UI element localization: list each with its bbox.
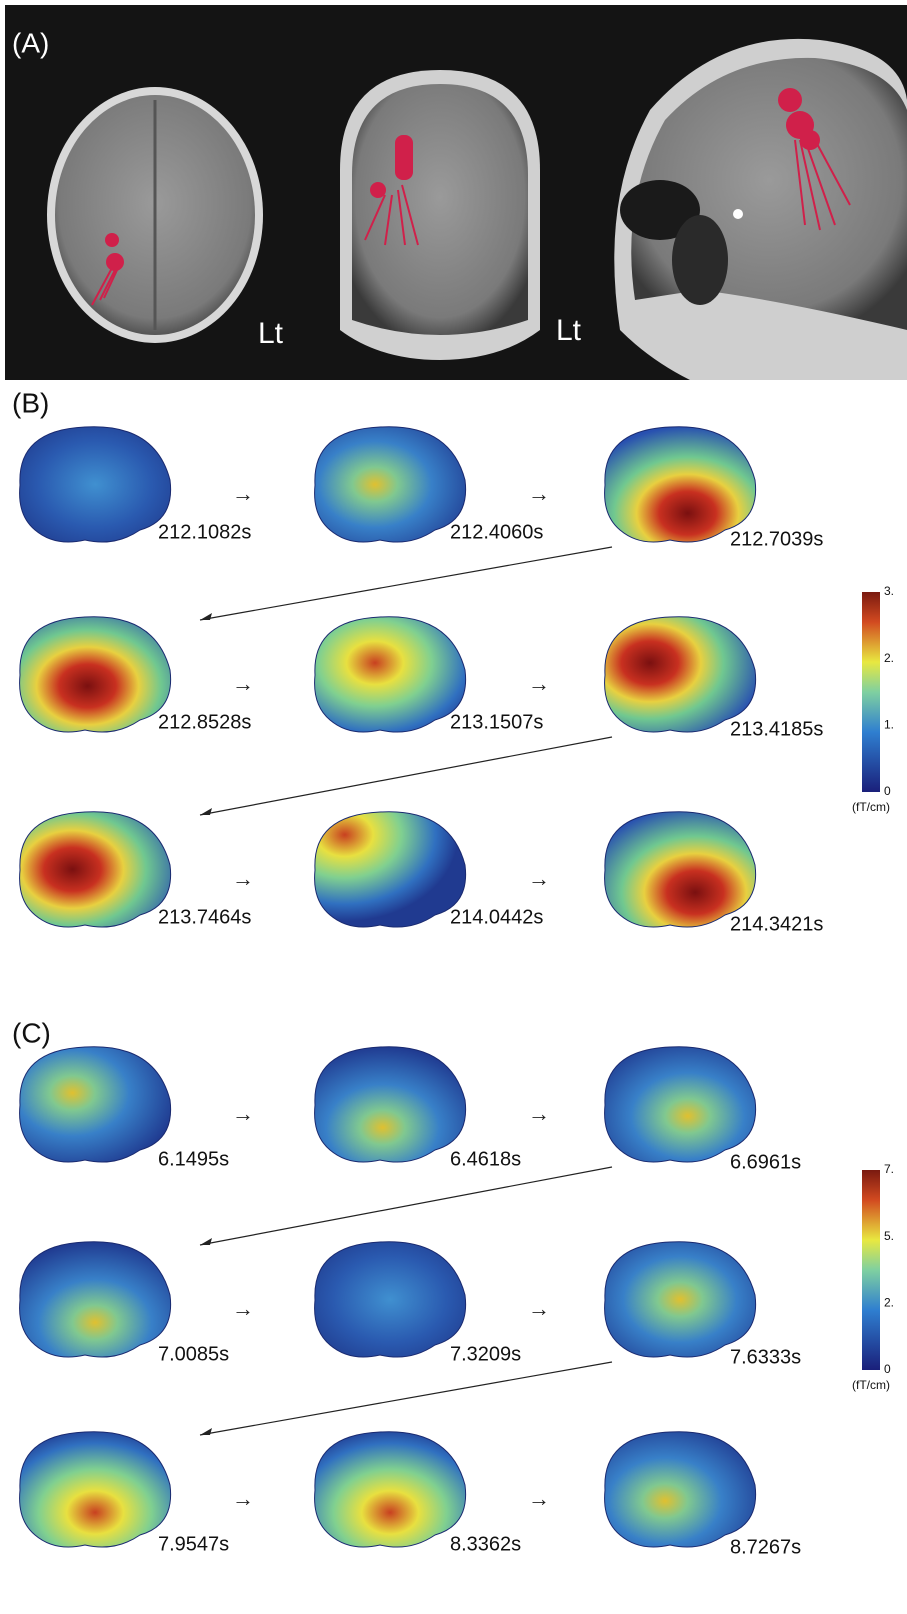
colorbar-unit: (fT/cm) xyxy=(852,800,890,814)
brain-map xyxy=(315,1047,466,1162)
brain-map xyxy=(315,1242,466,1357)
step-arrow: → xyxy=(232,866,254,891)
step-arrow: → xyxy=(232,1486,254,1511)
timestamp: 214.0442s xyxy=(450,906,543,928)
panel-label: (A) xyxy=(12,27,49,58)
colorbar-tick-label: 2. xyxy=(884,651,894,665)
row-arrow xyxy=(200,737,612,815)
step-arrow: → xyxy=(528,1101,550,1126)
colorbar-tick-label: 5. xyxy=(884,1229,894,1243)
timestamp: 212.4060s xyxy=(450,521,543,543)
step-arrow: → xyxy=(528,1296,550,1321)
step-arrow: → xyxy=(232,671,254,696)
brain-map xyxy=(20,427,171,542)
timestamp: 213.7464s xyxy=(158,906,251,928)
timestamp: 7.0085s xyxy=(158,1343,229,1365)
brain-map xyxy=(605,617,756,732)
colorbar-tick-label: 3. xyxy=(884,584,894,598)
colorbar xyxy=(862,1170,880,1370)
timestamp: 8.7267s xyxy=(730,1536,801,1558)
timestamp: 8.3362s xyxy=(450,1533,521,1555)
row-arrowhead xyxy=(200,1428,212,1435)
timestamp: 212.1082s xyxy=(158,521,251,543)
brain-map xyxy=(20,1047,171,1162)
panel-label: (B) xyxy=(12,387,49,418)
row-arrowhead xyxy=(200,1238,212,1245)
timestamp: 213.1507s xyxy=(450,711,543,733)
brain-map xyxy=(605,1047,756,1162)
colorbar-tick-label: 7. xyxy=(884,1162,894,1176)
brain-map xyxy=(20,617,171,732)
timestamp: 213.4185s xyxy=(730,718,823,740)
colorbar-tick-label: 1. xyxy=(884,718,894,732)
row-arrow xyxy=(200,1167,612,1245)
brain-map xyxy=(20,812,171,927)
row-arrow xyxy=(200,1362,612,1435)
brain-map xyxy=(315,1432,466,1547)
row-arrowhead xyxy=(200,808,212,815)
colorbar-tick-label: 0 xyxy=(884,784,891,798)
step-arrow: → xyxy=(232,1101,254,1126)
brain-map xyxy=(20,1242,171,1357)
step-arrow: → xyxy=(528,1486,550,1511)
step-arrow: → xyxy=(528,866,550,891)
brain-map xyxy=(315,617,466,732)
brain-map xyxy=(605,1242,756,1357)
brain-map xyxy=(605,1432,756,1547)
timestamp: 6.1495s xyxy=(158,1148,229,1170)
step-arrow: → xyxy=(528,671,550,696)
mri-coronal xyxy=(340,70,540,360)
timestamp: 7.6333s xyxy=(730,1346,801,1368)
timestamp: 7.9547s xyxy=(158,1533,229,1555)
row-arrow xyxy=(200,547,612,620)
mri-axial xyxy=(47,87,263,343)
brain-map xyxy=(20,1432,171,1547)
timestamp: 214.3421s xyxy=(730,913,823,935)
brain-map xyxy=(605,427,756,542)
colorbar-unit: (fT/cm) xyxy=(852,1378,890,1392)
step-arrow: → xyxy=(232,481,254,506)
colorbar xyxy=(862,592,880,792)
colorbar-tick-label: 0 xyxy=(884,1362,891,1376)
figure: (A) Lt Lt (B) 212.1082s 212.4060s 212.7039s → → 2… xyxy=(0,0,907,1609)
panel-label: (C) xyxy=(12,1017,51,1048)
side-label: Lt xyxy=(258,317,284,350)
brain-map xyxy=(605,812,756,927)
timestamp: 7.3209s xyxy=(450,1343,521,1365)
row-arrowhead xyxy=(200,613,212,620)
brain-map xyxy=(315,812,466,927)
colorbar-tick-label: 2. xyxy=(884,1296,894,1310)
page: {"panels": [ {"label": "(A)", "annotatio… xyxy=(0,0,907,1609)
timestamp: 212.7039s xyxy=(730,528,823,550)
step-arrow: → xyxy=(232,1296,254,1321)
brain-map xyxy=(315,427,466,542)
timestamp: 6.6961s xyxy=(730,1151,801,1173)
step-arrow: → xyxy=(528,481,550,506)
timestamp: 6.4618s xyxy=(450,1148,521,1170)
side-label: Lt xyxy=(556,314,582,347)
timestamp: 212.8528s xyxy=(158,711,251,733)
